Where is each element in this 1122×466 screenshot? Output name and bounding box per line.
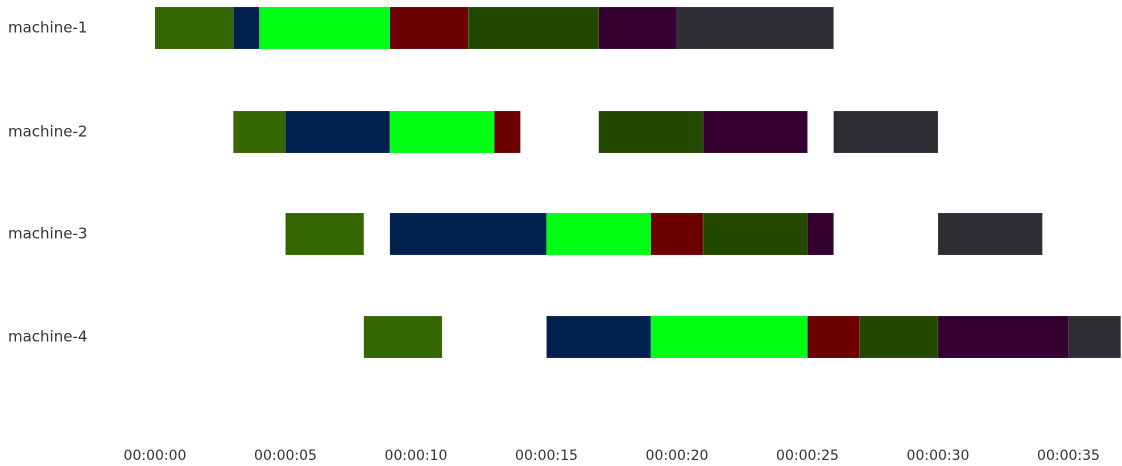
task-bar-machine-1-job-2[interactable] [233,6,260,50]
task-bar-machine-4-job-6[interactable] [937,315,1069,359]
task-bar-machine-4-job-7[interactable] [1068,315,1121,359]
x-tick-label: 00:00:30 [907,448,970,464]
x-axis: 00:00:00 00:00:05 00:00:10 00:00:15 00:00:20… [124,448,1100,464]
task-bar-machine-1-job-6[interactable] [598,6,678,50]
x-tick-label: 00:00:35 [1037,448,1100,464]
task-bar-machine-3-job-2[interactable] [389,212,547,256]
task-bar-machine-4-job-4[interactable] [807,315,860,359]
row-label-machine-3: machine-3 [8,225,87,243]
x-tick-label: 00:00:25 [776,448,839,464]
task-bar-machine-1-job-4[interactable] [389,6,469,50]
task-bar-machine-3-job-7[interactable] [937,212,1043,256]
task-bar-machine-2-job-3[interactable] [389,110,495,154]
row-label-machine-2: machine-2 [8,123,87,141]
task-bar-machine-3-job-4[interactable] [650,212,704,256]
task-bar-machine-1-job-7[interactable] [676,6,834,50]
row-label-machine-4: machine-4 [8,328,87,346]
task-bar-machine-2-job-5[interactable] [598,110,704,154]
task-bar-machine-3-job-6[interactable] [807,212,834,256]
task-bar-machine-2-job-7[interactable] [833,110,939,154]
x-tick-label: 00:00:10 [385,448,448,464]
x-tick-label: 00:00:20 [646,448,709,464]
task-bar-machine-2-job-4[interactable] [494,110,521,154]
task-bar-machine-2-job-1[interactable] [233,110,286,154]
task-bar-machine-3-job-5[interactable] [702,212,808,256]
task-bar-machine-3-job-3[interactable] [546,212,652,256]
task-bar-machine-4-job-2[interactable] [546,315,652,359]
task-bar-machine-2-job-2[interactable] [285,110,391,154]
task-bar-machine-4-job-1[interactable] [363,315,443,359]
task-bar-machine-4-job-5[interactable] [859,315,939,359]
task-bar-machine-1-job-1[interactable] [154,6,234,50]
x-tick-label: 00:00:00 [124,448,187,464]
task-bar-machine-3-job-1[interactable] [285,212,365,256]
task-bars [154,6,1121,359]
row-label-machine-1: machine-1 [8,19,87,37]
task-bar-machine-1-job-3[interactable] [259,6,391,50]
task-bar-machine-1-job-5[interactable] [467,6,599,50]
x-tick-label: 00:00:15 [515,448,578,464]
row-labels: machine-1 machine-2 machine-3 machine-4 [8,19,87,346]
task-bar-machine-2-job-6[interactable] [702,110,808,154]
task-bar-machine-4-job-3[interactable] [650,315,808,359]
x-tick-label: 00:00:05 [254,448,317,464]
